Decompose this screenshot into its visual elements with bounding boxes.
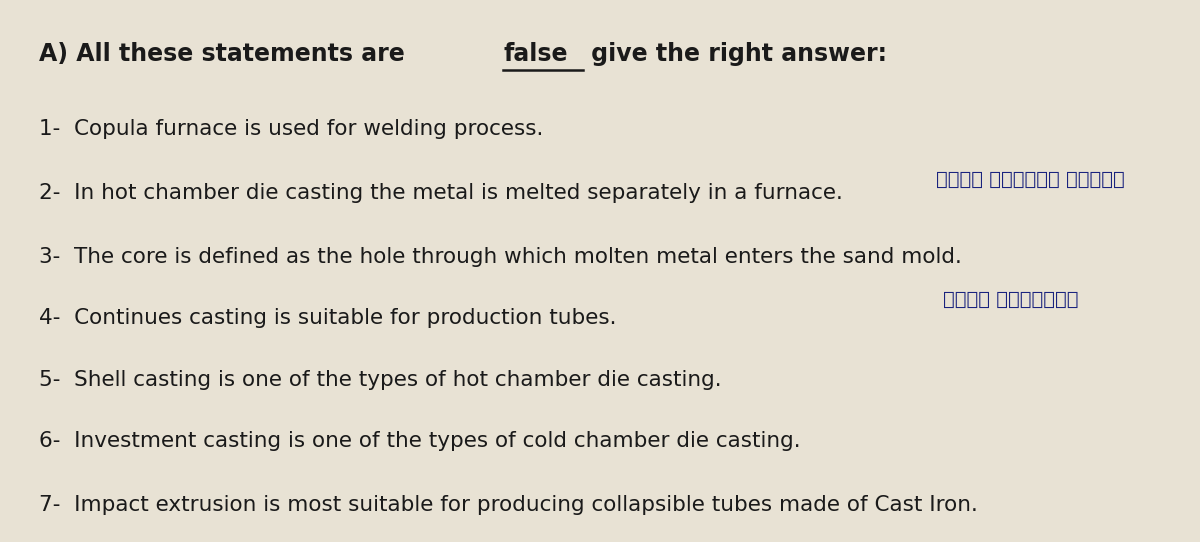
Text: 2-  In hot chamber die casting the metal is melted separately in a furnace.: 2- In hot chamber die casting the metal … [38,183,842,203]
Text: 7-  Impact extrusion is most suitable for producing collapsible tubes made of Ca: 7- Impact extrusion is most suitable for… [38,495,978,515]
Text: قالب بلغرفة باردة: قالب بلغرفة باردة [936,170,1124,189]
Text: give the right answer:: give the right answer: [583,42,887,66]
Text: 6-  Investment casting is one of the types of cold chamber die casting.: 6- Investment casting is one of the type… [38,431,800,451]
Text: الصب المستمر: الصب المستمر [943,289,1079,309]
Text: 5-  Shell casting is one of the types of hot chamber die casting.: 5- Shell casting is one of the types of … [38,370,721,390]
Text: 3-  The core is defined as the hole through which molten metal enters the sand m: 3- The core is defined as the hole throu… [38,247,961,267]
Text: 4-  Continues casting is suitable for production tubes.: 4- Continues casting is suitable for pro… [38,308,617,328]
Text: 1-  Copula furnace is used for welding process.: 1- Copula furnace is used for welding pr… [38,119,544,139]
Text: false: false [503,42,568,66]
Text: A) All these statements are: A) All these statements are [38,42,413,66]
